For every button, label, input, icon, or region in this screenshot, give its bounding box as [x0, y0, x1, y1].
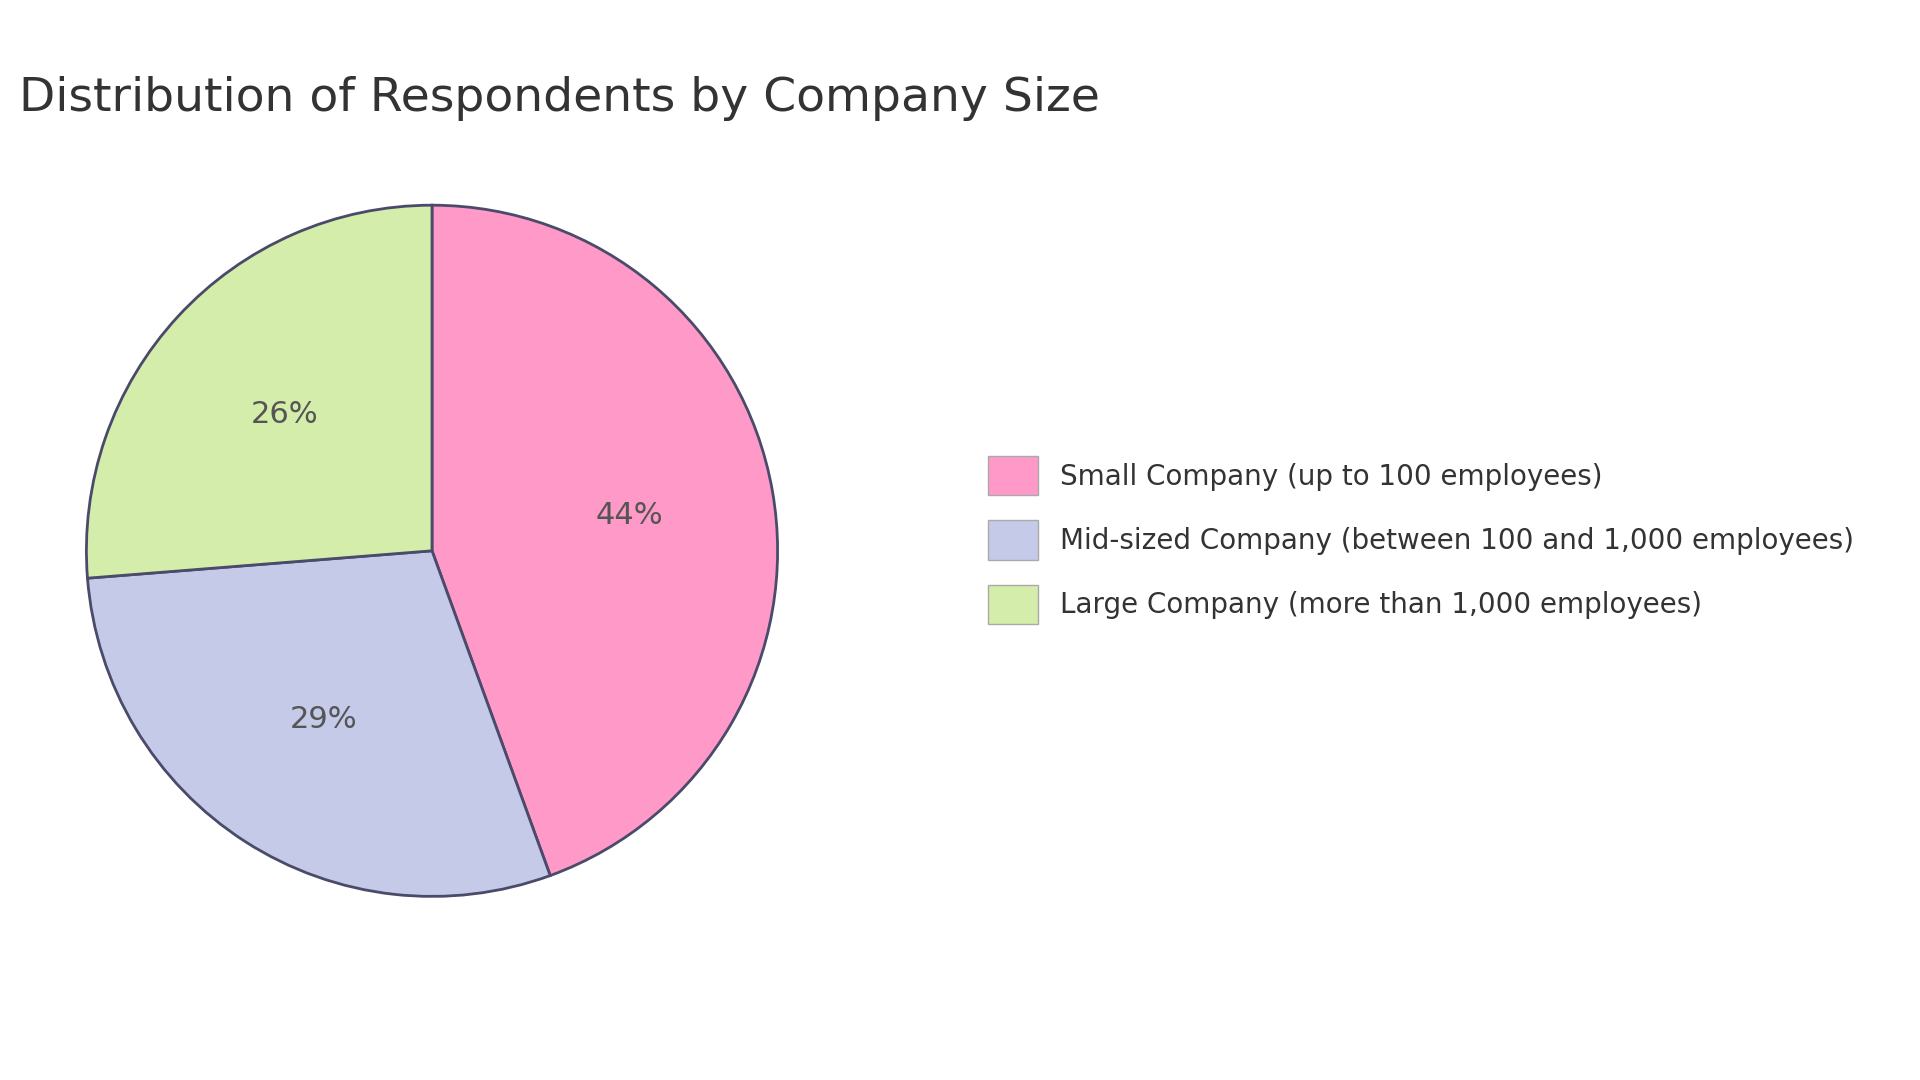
Text: 44%: 44%	[595, 501, 662, 530]
Wedge shape	[88, 551, 551, 896]
Text: 26%: 26%	[252, 401, 319, 429]
Legend: Small Company (up to 100 employees), Mid-sized Company (between 100 and 1,000 em: Small Company (up to 100 employees), Mid…	[973, 442, 1868, 638]
Text: 29%: 29%	[290, 705, 357, 734]
Wedge shape	[432, 205, 778, 876]
Wedge shape	[86, 205, 432, 578]
Text: Distribution of Respondents by Company Size: Distribution of Respondents by Company S…	[19, 76, 1100, 121]
